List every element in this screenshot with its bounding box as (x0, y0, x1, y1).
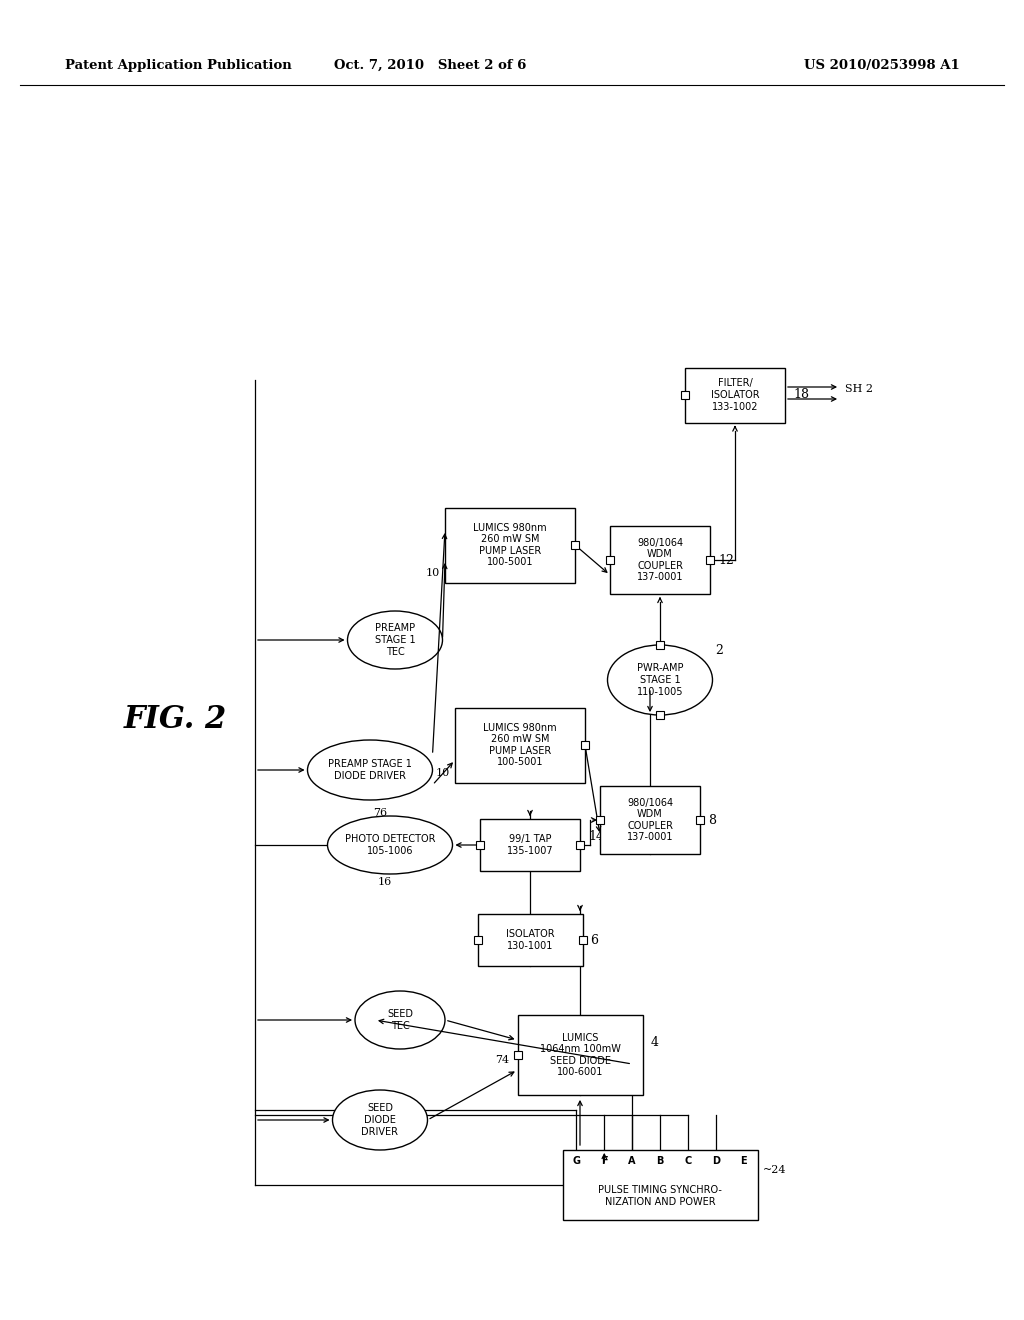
Text: 74: 74 (496, 1055, 510, 1065)
Ellipse shape (607, 645, 713, 715)
Text: US 2010/0253998 A1: US 2010/0253998 A1 (804, 58, 961, 71)
Ellipse shape (347, 611, 442, 669)
Bar (476, 841, 484, 849)
Text: 2: 2 (715, 644, 723, 656)
Bar (477, 913, 583, 966)
Text: 16: 16 (378, 876, 392, 887)
Text: SH 2: SH 2 (845, 384, 873, 393)
Bar (581, 741, 589, 748)
Text: 6: 6 (591, 933, 598, 946)
Ellipse shape (355, 991, 445, 1049)
Text: PHOTO DETECTOR
105-1006: PHOTO DETECTOR 105-1006 (345, 834, 435, 855)
Text: D: D (712, 1156, 720, 1166)
Text: 18: 18 (793, 388, 809, 401)
Text: B: B (656, 1156, 664, 1166)
Text: LUMICS 980nm
260 mW SM
PUMP LASER
100-5001: LUMICS 980nm 260 mW SM PUMP LASER 100-50… (483, 722, 557, 767)
Text: 4: 4 (650, 1036, 658, 1049)
Text: LUMICS 980nm
260 mW SM
PUMP LASER
100-5001: LUMICS 980nm 260 mW SM PUMP LASER 100-50… (473, 523, 547, 568)
Bar (473, 936, 481, 944)
Text: 12: 12 (718, 553, 734, 566)
Text: 76: 76 (373, 808, 387, 818)
Bar (562, 1150, 758, 1220)
Bar (600, 785, 700, 854)
Text: FILTER/
ISOLATOR
133-1002: FILTER/ ISOLATOR 133-1002 (711, 379, 760, 412)
Text: 980/1064
WDM
COUPLER
137-0001: 980/1064 WDM COUPLER 137-0001 (637, 537, 683, 582)
Bar (610, 525, 710, 594)
Bar (579, 936, 587, 944)
Bar (685, 367, 785, 422)
Bar (656, 711, 664, 719)
Text: 10: 10 (426, 568, 440, 578)
Text: 14: 14 (588, 830, 604, 843)
Bar (656, 642, 664, 649)
Text: 99/1 TAP
135-1007: 99/1 TAP 135-1007 (507, 834, 553, 855)
Text: LUMICS
1064nm 100mW
SEED DIODE
100-6001: LUMICS 1064nm 100mW SEED DIODE 100-6001 (540, 1032, 621, 1077)
Text: ~24: ~24 (763, 1166, 786, 1175)
Bar (480, 818, 580, 871)
Text: SEED
TEC: SEED TEC (387, 1010, 413, 1031)
Bar (596, 816, 604, 824)
Bar (696, 816, 705, 824)
Bar (681, 391, 689, 399)
Bar (706, 556, 714, 564)
Bar (455, 708, 585, 783)
Text: F: F (601, 1156, 607, 1166)
Text: C: C (684, 1156, 691, 1166)
Text: 10: 10 (436, 768, 450, 777)
Bar (575, 841, 584, 849)
Text: Patent Application Publication: Patent Application Publication (65, 58, 292, 71)
Text: ISOLATOR
130-1001: ISOLATOR 130-1001 (506, 929, 554, 950)
Bar (445, 507, 575, 582)
Ellipse shape (307, 741, 432, 800)
Text: PULSE TIMING SYNCHRO-
NIZATION AND POWER: PULSE TIMING SYNCHRO- NIZATION AND POWER (598, 1185, 722, 1206)
Text: 8: 8 (708, 813, 716, 826)
Text: FIG. 2: FIG. 2 (123, 705, 226, 735)
Text: PWR-AMP
STAGE 1
110-1005: PWR-AMP STAGE 1 110-1005 (637, 664, 683, 697)
Text: A: A (629, 1156, 636, 1166)
Text: Oct. 7, 2010   Sheet 2 of 6: Oct. 7, 2010 Sheet 2 of 6 (334, 58, 526, 71)
Bar (606, 556, 614, 564)
Text: 980/1064
WDM
COUPLER
137-0001: 980/1064 WDM COUPLER 137-0001 (627, 797, 673, 842)
Text: SEED
DIODE
DRIVER: SEED DIODE DRIVER (361, 1104, 398, 1137)
Bar (571, 541, 579, 549)
Text: G: G (572, 1156, 581, 1166)
Bar (517, 1015, 642, 1096)
Ellipse shape (333, 1090, 427, 1150)
Bar (513, 1051, 521, 1059)
Text: E: E (740, 1156, 746, 1166)
Text: PREAMP STAGE 1
DIODE DRIVER: PREAMP STAGE 1 DIODE DRIVER (328, 759, 412, 781)
Text: PREAMP
STAGE 1
TEC: PREAMP STAGE 1 TEC (375, 623, 416, 656)
Ellipse shape (328, 816, 453, 874)
